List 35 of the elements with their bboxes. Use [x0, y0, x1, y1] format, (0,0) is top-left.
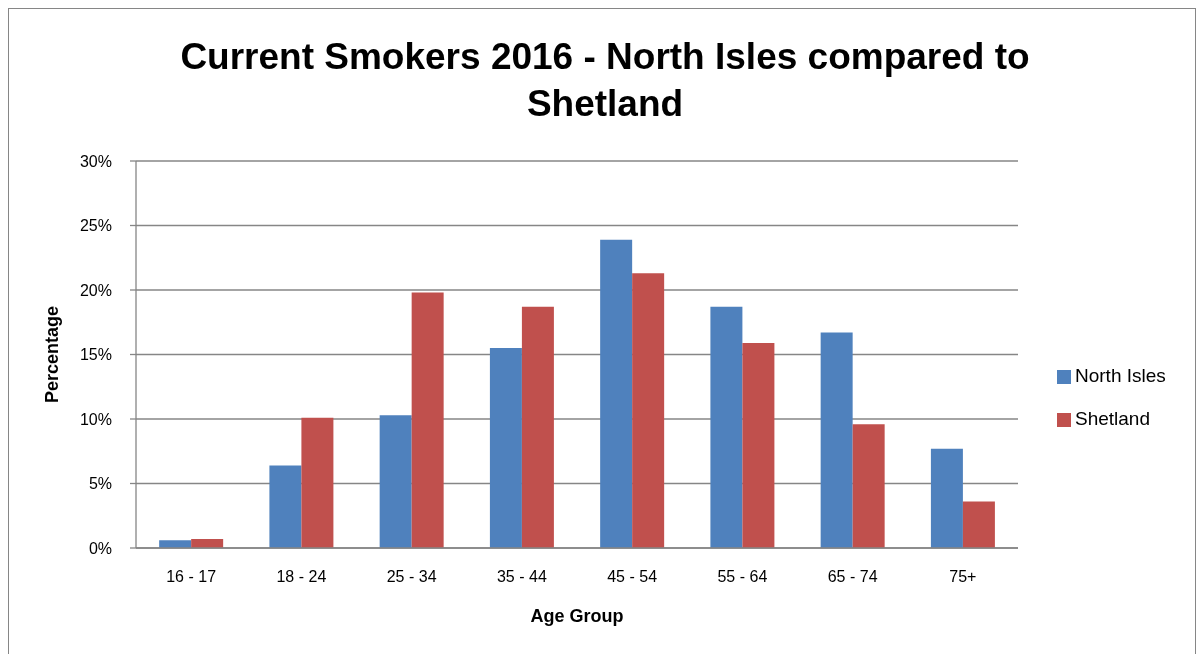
x-tick-label: 18 - 24 — [276, 568, 327, 586]
x-axis-title: Age Group — [530, 606, 624, 626]
bar — [411, 292, 444, 548]
y-tick-label: 15% — [79, 346, 112, 364]
x-tick-label: 25 - 34 — [386, 568, 437, 586]
bar — [489, 348, 522, 548]
bar — [742, 342, 775, 548]
y-tick-label: 5% — [88, 475, 112, 493]
bar — [710, 306, 743, 548]
bar — [820, 332, 853, 548]
y-tick-label: 0% — [88, 539, 112, 557]
bar — [301, 417, 334, 548]
bar — [269, 465, 302, 548]
x-tick-label: 75+ — [949, 568, 977, 586]
legend-label: North Isles — [1075, 365, 1166, 386]
y-tick-label: 25% — [79, 217, 112, 235]
bar — [962, 501, 995, 548]
x-tick-label: 45 - 54 — [607, 568, 658, 586]
bar — [930, 448, 963, 548]
x-tick-label: 55 - 64 — [717, 568, 768, 586]
legend-label: Shetland — [1075, 408, 1151, 429]
bar — [632, 273, 665, 548]
bar — [379, 415, 412, 548]
bar — [159, 540, 192, 548]
bar — [852, 424, 885, 548]
y-axis-title: Percentage — [42, 305, 63, 404]
x-tick-label: 16 - 17 — [166, 568, 217, 586]
x-tick-label: 65 - 74 — [827, 568, 878, 586]
chart-title: Current Smokers 2016 - North Isles compared to Shetland — [179, 35, 1031, 126]
bar — [521, 306, 554, 548]
y-tick-label: 30% — [79, 152, 112, 170]
x-tick-label: 35 - 44 — [496, 568, 547, 586]
y-tick-label: 10% — [79, 410, 112, 428]
y-tick-label: 20% — [79, 281, 112, 299]
bar — [600, 239, 633, 548]
